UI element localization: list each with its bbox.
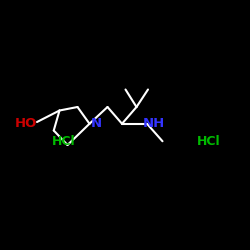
Text: HCl: HCl	[197, 135, 220, 148]
Text: N: N	[91, 117, 102, 130]
Text: HO: HO	[15, 117, 38, 130]
Text: NH: NH	[142, 117, 165, 130]
Text: HCl: HCl	[52, 135, 76, 148]
